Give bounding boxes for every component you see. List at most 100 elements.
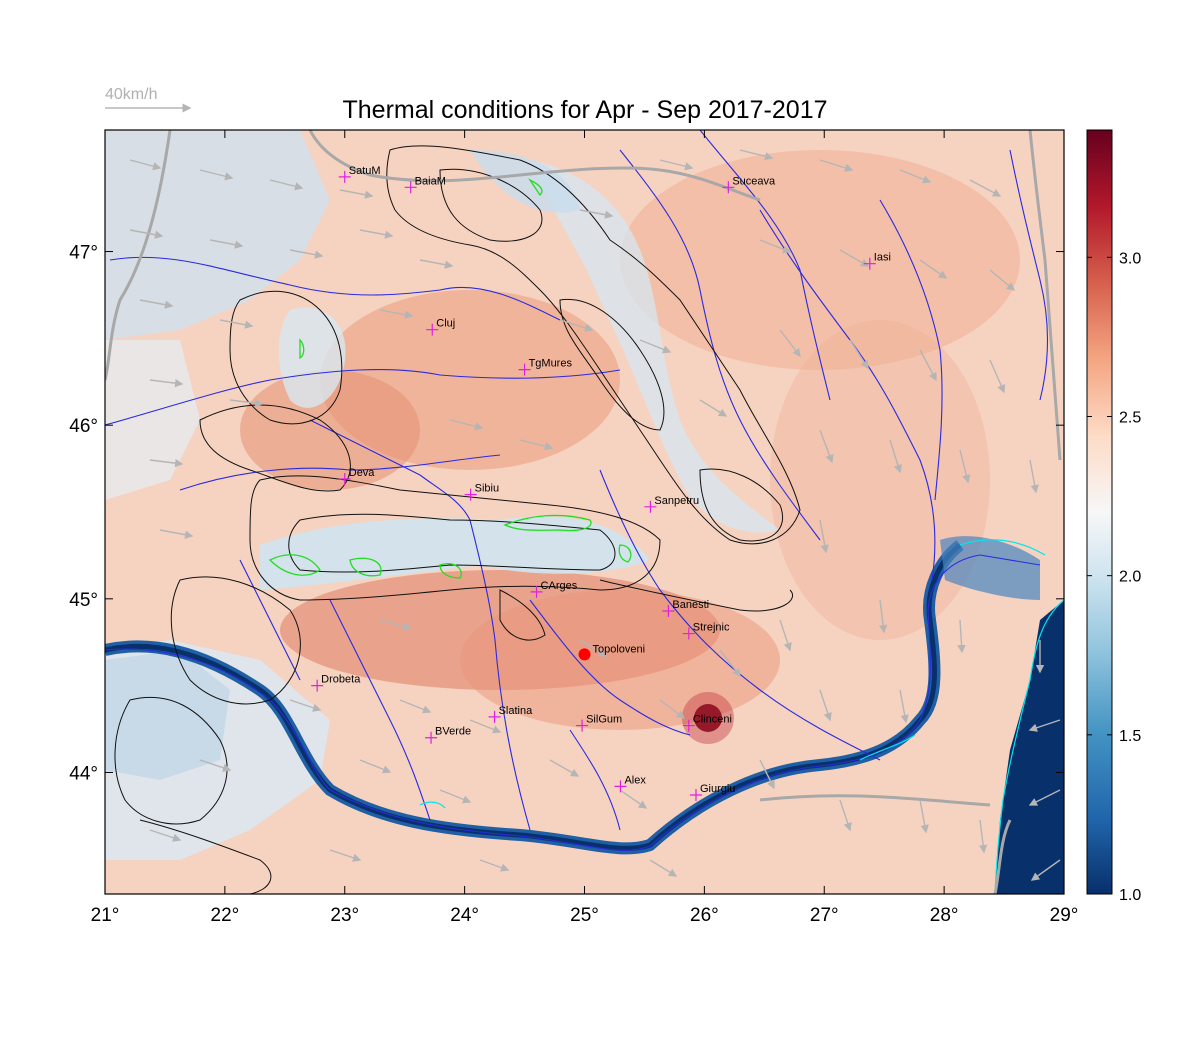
city-label: Clinceni xyxy=(693,714,732,726)
city-slatina: Slatina xyxy=(488,705,534,723)
city-markers: SatuM BaiaM Suceava Iasi Cluj TgMures Deva Sibi… xyxy=(311,165,891,802)
x-tick-label: 22° xyxy=(211,905,240,926)
topoloveni-label: Topoloveni xyxy=(593,643,646,655)
hot-spot-bucharest xyxy=(694,704,722,732)
city-label: Cluj xyxy=(436,318,455,330)
city-drobeta: Drobeta xyxy=(311,674,361,692)
wind-vectors xyxy=(129,149,1061,881)
y-axis-ticks: 47° 46° 45° 44° xyxy=(69,243,1064,784)
city-marker-plus-icon xyxy=(682,719,695,732)
city-marker-plus-icon xyxy=(404,181,417,194)
colorbar-tick-label: 2.5 xyxy=(1119,410,1141,427)
city-marker-plus-icon xyxy=(338,170,351,183)
warm-core-east xyxy=(770,320,990,640)
city-alex: Alex xyxy=(614,774,646,793)
x-tick-label: 24° xyxy=(450,905,479,926)
y-tick-label: 46° xyxy=(69,416,98,437)
map-panel xyxy=(105,130,1064,894)
y-tick-label: 45° xyxy=(69,590,98,611)
city-satum: SatuM xyxy=(338,165,381,183)
city-marker-plus-icon xyxy=(530,585,543,598)
x-tick-label: 29° xyxy=(1050,905,1079,926)
city-label: CArges xyxy=(541,580,578,592)
city-sanpetru: Sanpetru xyxy=(644,495,699,513)
city-marker-plus-icon xyxy=(644,500,657,513)
city-sibiu: Sibiu xyxy=(464,483,499,501)
colorbar: 1.0 1.5 2.0 2.5 3.0 xyxy=(1086,129,1141,904)
rivers xyxy=(105,130,1049,851)
city-label: Deva xyxy=(349,467,376,479)
hot-spot-bucharest-halo xyxy=(682,692,734,744)
x-tick-label: 23° xyxy=(330,905,359,926)
colorbar-tick-label: 3.0 xyxy=(1119,250,1141,267)
city-marker-plus-icon xyxy=(488,710,501,723)
warm-core-arges xyxy=(460,590,780,730)
wind-legend-label: 40km/h xyxy=(105,86,157,103)
x-tick-label: 25° xyxy=(570,905,599,926)
city-giurgiu: Giurgiu xyxy=(689,783,735,802)
danube-delta-cool xyxy=(940,536,1040,600)
city-label: Strejnic xyxy=(693,622,730,634)
city-label: Iasi xyxy=(874,252,891,264)
city-bverde: BVerde xyxy=(425,726,471,744)
colorbar-gradient xyxy=(1086,129,1113,895)
city-label: Alex xyxy=(624,774,646,786)
city-clinceni: Clinceni xyxy=(682,714,732,732)
city-label: Suceava xyxy=(732,175,776,187)
y-tick-label: 47° xyxy=(69,243,98,264)
city-marker-plus-icon xyxy=(689,789,702,802)
highlight-site: Topoloveni xyxy=(578,643,646,661)
colorbar-tick-label: 2.0 xyxy=(1119,569,1141,586)
high-elevation-contours xyxy=(268,178,632,579)
wind-legend: 40km/h xyxy=(105,86,192,113)
warm-core-moldova xyxy=(620,150,1020,370)
city-marker-plus-icon xyxy=(464,488,477,501)
black-sea xyxy=(995,600,1064,894)
x-axis-ticks: 21° 22° 23° 24° 25° 26° 27° 28° 29° xyxy=(91,130,1079,926)
map-title: Thermal conditions for Apr - Sep 2017-20… xyxy=(343,96,828,124)
x-tick-label: 26° xyxy=(690,905,719,926)
city-label: BVerde xyxy=(435,726,471,738)
city-label: Sibiu xyxy=(475,483,499,495)
city-marker-plus-icon xyxy=(338,473,351,486)
city-iasi: Iasi xyxy=(863,252,891,270)
city-tgmures: TgMures xyxy=(518,358,573,376)
city-cluj: Cluj xyxy=(426,318,455,336)
y-tick-label: 44° xyxy=(69,763,98,784)
cool-region-banat xyxy=(105,650,230,780)
x-tick-label: 28° xyxy=(930,905,959,926)
city-label: Giurgiu xyxy=(700,783,735,795)
city-label: TgMures xyxy=(529,358,573,370)
city-marker-plus-icon xyxy=(662,604,675,617)
city-marker-plus-icon xyxy=(682,627,695,640)
colorbar-ticks: 1.0 1.5 2.0 2.5 3.0 xyxy=(1087,250,1141,904)
city-suceava: Suceava xyxy=(722,175,776,194)
x-tick-label: 21° xyxy=(91,905,120,926)
coastline xyxy=(419,539,1064,894)
cool-band-apuseni xyxy=(278,307,346,408)
colorbar-tick-label: 1.5 xyxy=(1119,728,1141,745)
danube-cold-band-inner xyxy=(105,543,962,851)
city-carges: CArges xyxy=(530,580,578,598)
city-label: Slatina xyxy=(499,705,534,717)
city-label: SatuM xyxy=(349,165,381,177)
city-baiam: BaiaM xyxy=(404,175,446,194)
city-marker-plus-icon xyxy=(311,679,324,692)
city-marker-plus-icon xyxy=(426,323,439,336)
city-label: BaiaM xyxy=(415,175,446,187)
borders xyxy=(105,130,1062,894)
city-marker-plus-icon xyxy=(722,181,735,194)
city-silgum: SilGum xyxy=(576,714,622,732)
city-marker-plus-icon xyxy=(425,731,438,744)
city-strejnic: Strejnic xyxy=(682,622,730,640)
topoloveni-marker xyxy=(578,648,591,661)
city-label: Sanpetru xyxy=(654,495,699,507)
city-banesti: Banesti xyxy=(662,599,709,617)
city-marker-plus-icon xyxy=(863,257,876,270)
city-label: SilGum xyxy=(586,714,622,726)
city-marker-plus-icon xyxy=(614,780,627,793)
city-label: Drobeta xyxy=(321,674,361,686)
city-marker-plus-icon xyxy=(518,363,531,376)
colorbar-tick-label: 1.0 xyxy=(1119,887,1141,904)
